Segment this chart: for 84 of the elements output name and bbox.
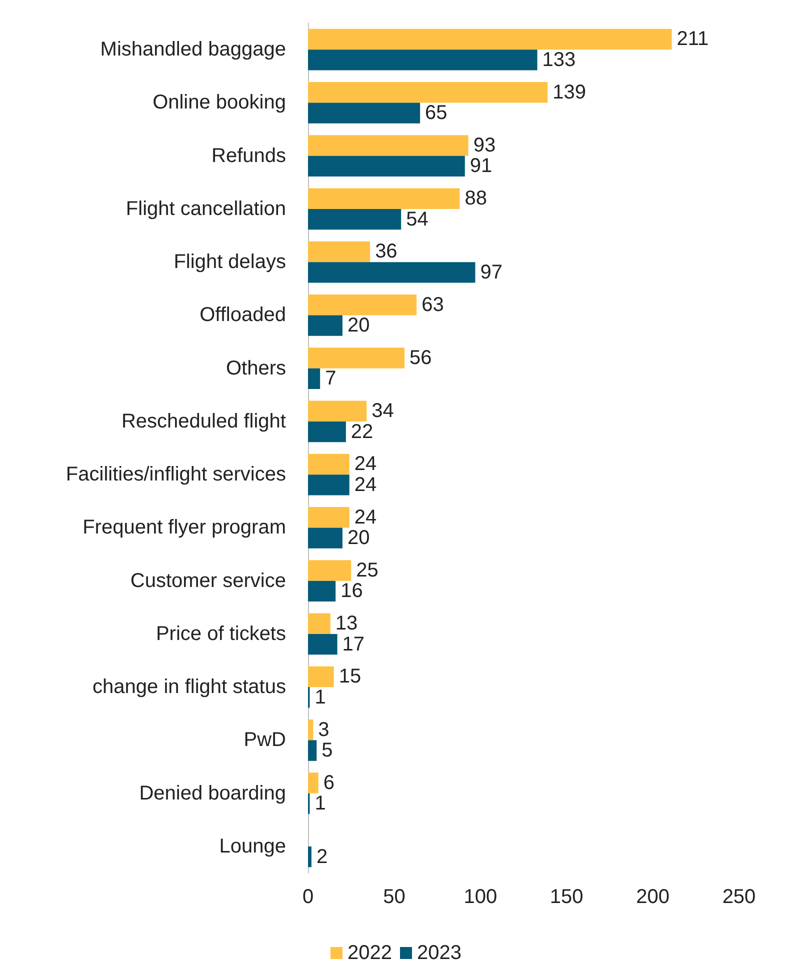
y-tick-label: Refunds [212, 144, 286, 167]
y-tick-label: Facilities/inflight services [66, 464, 286, 486]
data-label: 7 [325, 368, 336, 390]
data-label: 93 [473, 134, 496, 156]
bar [308, 208, 402, 230]
data-label: 15 [338, 666, 362, 688]
bar [308, 506, 350, 528]
data-label: 34 [372, 400, 394, 422]
bar [308, 528, 342, 548]
bar [308, 28, 672, 50]
y-tick-label: Frequent flyer program [82, 516, 286, 539]
data-label: 65 [425, 102, 448, 124]
y-tick-label: Offloaded [200, 304, 286, 326]
y-tick-label: Flight cancellation [126, 198, 286, 220]
y-tick-label: Price of tickets [156, 622, 286, 645]
bar [308, 421, 346, 442]
x-tick-label: 250 [722, 886, 756, 908]
data-label: 97 [480, 261, 502, 284]
data-label: 5 [322, 740, 333, 762]
data-label: 20 [347, 314, 370, 337]
y-tick-label: Denied boarding [139, 782, 286, 804]
y-tick-label: Rescheduled flight [121, 410, 286, 432]
data-label: 63 [422, 294, 444, 316]
data-label: 17 [342, 633, 365, 656]
bar [308, 613, 330, 634]
bar [308, 102, 420, 124]
bar [308, 135, 468, 156]
data-label: 1 [314, 792, 326, 815]
bar [308, 315, 342, 336]
data-label: 16 [340, 580, 363, 602]
y-tick-label: Customer service [130, 570, 286, 592]
y-tick-label: Others [226, 357, 286, 380]
data-label: 24 [354, 506, 377, 528]
data-label: 54 [406, 208, 428, 230]
data-label: 88 [464, 188, 487, 210]
data-label: 133 [542, 48, 576, 71]
legend-label: 2023 [417, 942, 462, 964]
x-tick-label: 150 [550, 886, 584, 908]
data-label: 22 [350, 420, 374, 443]
bar [308, 294, 417, 316]
bar [308, 50, 538, 70]
data-label: 211 [676, 28, 709, 50]
data-label: 1 [314, 686, 326, 708]
data-label: 91 [470, 155, 492, 178]
x-tick-label: 200 [636, 886, 670, 908]
data-label: 56 [410, 346, 432, 369]
bar [308, 400, 367, 422]
bar [308, 82, 548, 103]
x-tick-label: 100 [464, 886, 498, 908]
data-label: 24 [354, 453, 377, 476]
bar [308, 156, 465, 177]
bar [308, 368, 320, 390]
data-label: 25 [356, 559, 378, 582]
data-label: 3 [318, 718, 330, 741]
bar [308, 719, 314, 740]
legend-label: 2022 [348, 942, 392, 964]
bar [308, 580, 336, 602]
y-tick-label: Online booking [152, 92, 286, 114]
bar [308, 262, 476, 283]
y-tick-label: Flight delays [174, 251, 286, 274]
y-tick-label: Mishandled baggage [100, 38, 286, 61]
bar [308, 474, 350, 496]
bar [308, 454, 350, 475]
y-tick-label: Lounge [219, 835, 286, 858]
data-label: 13 [335, 612, 358, 635]
bar [308, 846, 312, 868]
y-tick-label: change in flight status [92, 676, 286, 698]
x-tick-label: 50 [383, 886, 406, 908]
bar [308, 348, 405, 368]
data-label: 20 [347, 527, 370, 550]
data-label: 36 [375, 240, 398, 263]
data-label: 2 [316, 846, 328, 868]
data-label: 24 [354, 474, 377, 496]
data-label: 139 [552, 81, 586, 104]
bar [308, 560, 352, 581]
bar [308, 634, 338, 655]
bar [308, 740, 317, 761]
data-label: 6 [323, 772, 334, 794]
bar [308, 772, 318, 794]
bar [308, 188, 460, 209]
bar [308, 241, 370, 262]
bar [308, 666, 334, 688]
x-tick-label: 0 [302, 886, 314, 908]
y-tick-label: PwD [244, 729, 286, 752]
